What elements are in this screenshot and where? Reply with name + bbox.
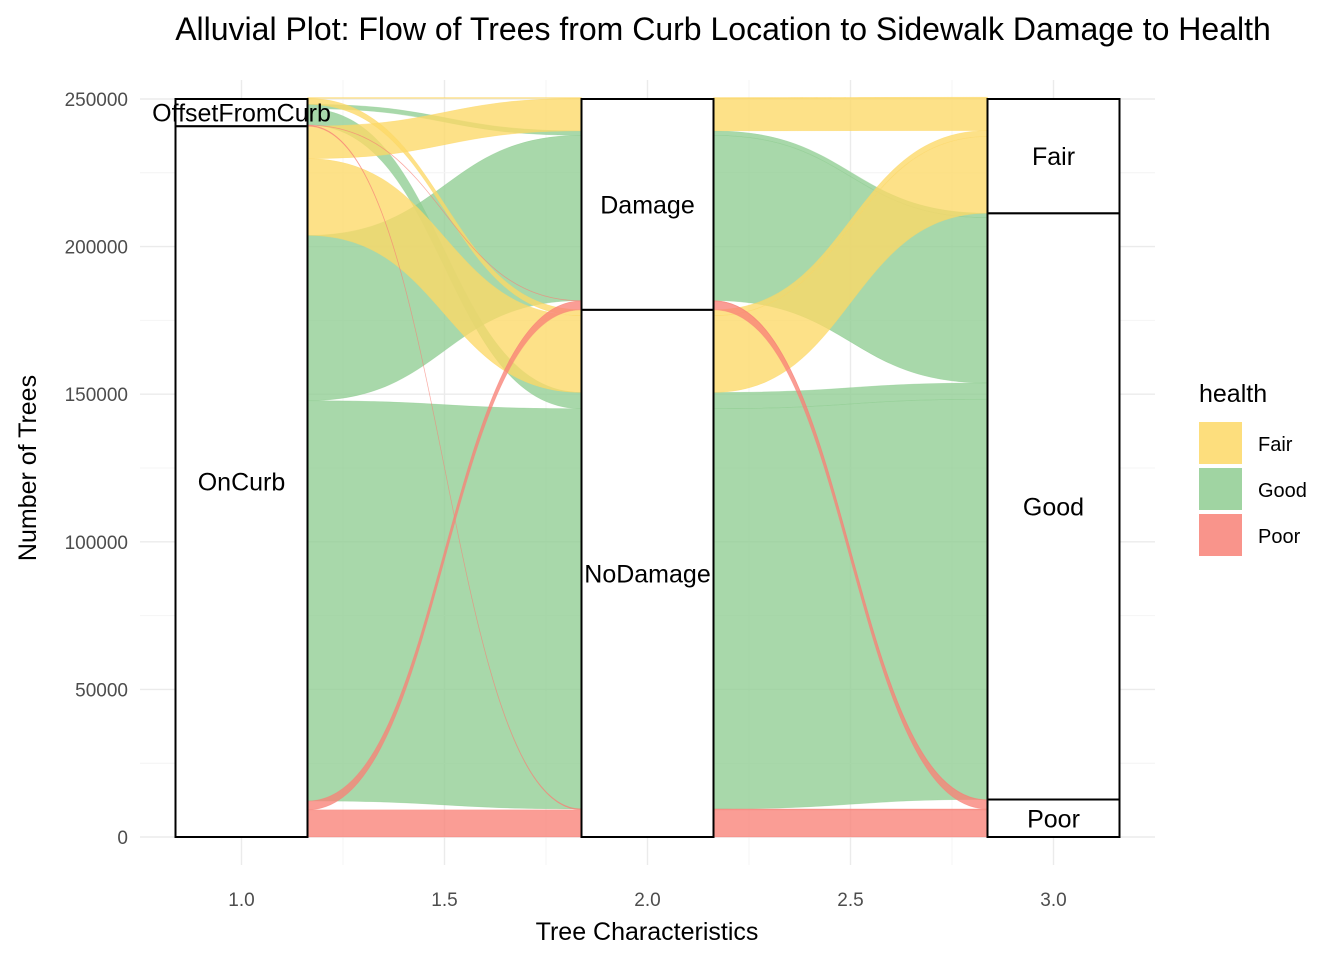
flow-ribbon-fair bbox=[713, 96, 988, 99]
stratum-offsetfromcurb bbox=[174, 98, 309, 128]
stratum-label-good: Good bbox=[1023, 493, 1084, 521]
legend-title: health bbox=[1199, 380, 1267, 408]
x-axis-label: Tree Characteristics bbox=[536, 918, 759, 946]
axis-ticks: 1.0 1.5 2.0 2.5 3.0 0 50000 100000 150000 200000 2… bbox=[65, 90, 1067, 911]
y-axis-label: Number of Trees bbox=[14, 375, 42, 561]
x-tick-label: 1.0 bbox=[228, 890, 254, 911]
legend-items: Fair Good Poor bbox=[1199, 422, 1307, 556]
y-tick-label: 100000 bbox=[65, 533, 128, 554]
legend: health Fair Good Poor bbox=[1199, 380, 1307, 556]
stratum-poor bbox=[986, 798, 1121, 838]
legend-swatch-fair bbox=[1199, 422, 1242, 464]
x-tick-label: 2.0 bbox=[634, 890, 660, 911]
legend-swatch-good bbox=[1199, 468, 1242, 510]
stratum-damage bbox=[580, 98, 715, 311]
flow-ribbon-fair bbox=[713, 97, 988, 132]
stratum-label-poor: Poor bbox=[1027, 805, 1080, 833]
alluvium-flows bbox=[307, 96, 988, 838]
stratum-label-nodamage: NoDamage bbox=[584, 560, 710, 588]
flow-ribbon-good bbox=[713, 398, 988, 810]
x-tick-label: 3.0 bbox=[1040, 890, 1066, 911]
flow-ribbon-poor bbox=[713, 808, 988, 811]
stratum-label-offsetfromcurb: OffsetFromCurb bbox=[152, 100, 331, 128]
strata: OnCurb OffsetFromCurb NoDamage Damage Poor Go… bbox=[152, 98, 1121, 839]
flow-ribbon-fair bbox=[307, 97, 582, 99]
legend-label-poor: Poor bbox=[1258, 526, 1301, 548]
x-tick-label: 1.5 bbox=[431, 890, 457, 911]
y-tick-label: 150000 bbox=[65, 385, 128, 406]
y-tick-label: 250000 bbox=[65, 90, 128, 111]
stratum-oncurb bbox=[174, 125, 309, 839]
flow-ribbon-poor bbox=[307, 809, 582, 838]
flow-ribbon-good bbox=[307, 400, 582, 810]
stratum-label-fair: Fair bbox=[1032, 143, 1075, 171]
stratum-nodamage bbox=[580, 308, 715, 838]
chart-title: Alluvial Plot: Flow of Trees from Curb L… bbox=[175, 11, 1271, 47]
stratum-good bbox=[986, 212, 1121, 801]
legend-label-fair: Fair bbox=[1258, 434, 1293, 456]
x-tick-label: 2.5 bbox=[837, 890, 863, 911]
y-tick-label: 0 bbox=[117, 828, 128, 849]
legend-label-good: Good bbox=[1258, 480, 1307, 502]
stratum-label-oncurb: OnCurb bbox=[198, 469, 286, 497]
stratum-fair bbox=[986, 98, 1121, 215]
legend-swatch-poor bbox=[1199, 514, 1242, 556]
y-tick-label: 50000 bbox=[75, 680, 128, 701]
stratum-label-damage: Damage bbox=[600, 191, 695, 219]
flow-ribbon-poor bbox=[713, 809, 988, 838]
y-tick-label: 200000 bbox=[65, 238, 128, 259]
